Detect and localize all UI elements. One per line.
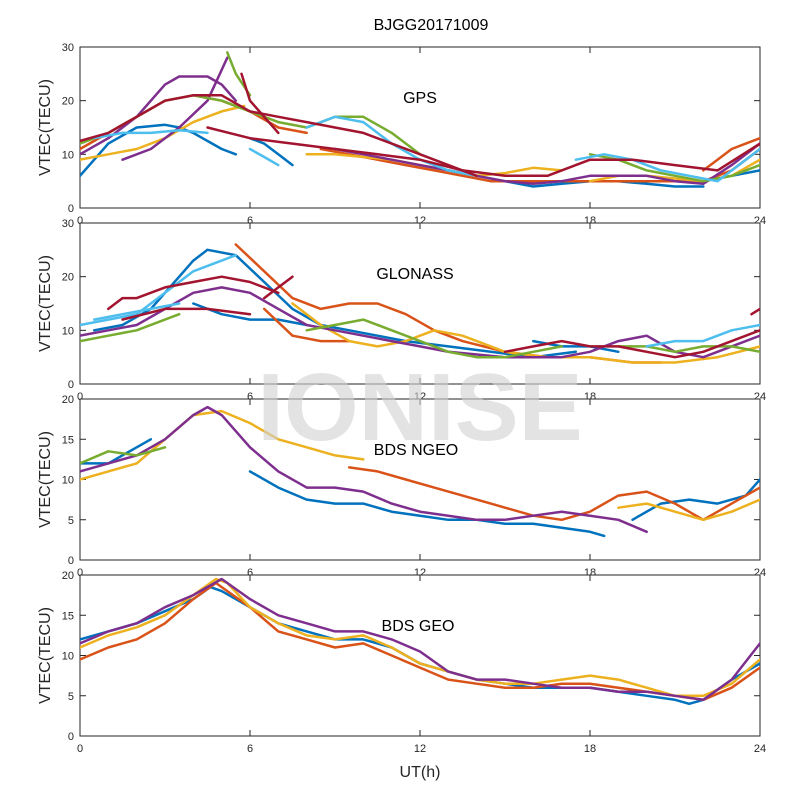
chart-1-ytick-label-1: 10 xyxy=(62,325,74,337)
chart-2-series-line-6 xyxy=(80,405,648,534)
chart-3-ytick-label-4: 20 xyxy=(62,570,74,582)
chart-0-ytick-label-1: 10 xyxy=(62,149,74,161)
chart-2-series-line-0 xyxy=(80,438,153,465)
chart-3-xtick-label-2: 12 xyxy=(414,743,426,755)
chart-0-series-line-19 xyxy=(248,147,280,167)
chart-2-series-line-3 xyxy=(347,466,760,522)
chart-0-series-line-12 xyxy=(333,142,760,186)
chart-1-ytick-label-0: 0 xyxy=(68,379,74,391)
chart-0-series-line-1 xyxy=(248,136,294,167)
chart-0-series-line-21 xyxy=(240,72,280,135)
chart-1-series-line-4 xyxy=(262,307,351,343)
panel-label-glonass: GLONASS xyxy=(376,266,453,283)
chart-0-series-group xyxy=(80,51,760,188)
chart-0-series-line-10 xyxy=(121,56,229,161)
chart-2-series-line-7 xyxy=(80,446,167,465)
chart-2-series-line-4 xyxy=(80,409,365,481)
chart-3-xtick-label-0: 0 xyxy=(77,743,83,755)
chart-1-xtick-label-0: 0 xyxy=(77,391,83,403)
chart-2-ytick-label-4: 20 xyxy=(62,394,74,406)
chart-1-ytick-label-2: 20 xyxy=(62,272,74,284)
chart-3-xtick-label-4: 24 xyxy=(754,743,766,755)
chart-1-series-line-13 xyxy=(107,275,280,311)
chart-0-ylabel: VTEC(TECU) xyxy=(37,79,54,176)
chart-3-ytick-label-2: 10 xyxy=(62,651,74,663)
chart-1-series-line-17 xyxy=(750,307,760,316)
chart-0-series-line-20 xyxy=(80,94,478,178)
chart-1-series-line-10 xyxy=(80,253,238,327)
chart-2-xtick-label-1: 6 xyxy=(247,567,253,579)
chart-0-series-line-22 xyxy=(206,126,760,178)
chart-3-xlabel: UT(h) xyxy=(400,764,441,781)
chart-3-series-group xyxy=(80,577,760,706)
watermark-text: IONISE xyxy=(257,354,582,461)
chart-0-series-line-6 xyxy=(702,136,760,172)
chart-0-xtick-label-0: 0 xyxy=(77,215,83,227)
chart-0-series-line-0 xyxy=(80,123,238,178)
panel-label-bds-ngeo: BDS NGEO xyxy=(374,442,458,459)
chart-1-series-line-7 xyxy=(80,312,181,343)
chart-3-ytick-label-3: 15 xyxy=(62,610,74,622)
panel-label-gps: GPS xyxy=(403,90,437,107)
chart-3-xtick-label-1: 6 xyxy=(247,743,253,755)
chart-1-series-line-6 xyxy=(80,286,760,359)
chart-0-series-line-16 xyxy=(92,128,209,140)
chart-1-series-line-15 xyxy=(262,275,294,300)
chart-1-ytick-label-3: 30 xyxy=(62,218,74,230)
chart-3-series-line-3 xyxy=(80,577,760,702)
chart-2-ylabel: VTEC(TECU) xyxy=(37,431,54,528)
chart-1-xtick-label-1: 6 xyxy=(247,391,253,403)
chart-3-ytick-label-1: 5 xyxy=(68,691,74,703)
chart-3-xtick-label-3: 18 xyxy=(584,743,596,755)
chart-2-plot-area xyxy=(79,398,761,561)
chart-0-series-line-18 xyxy=(574,147,760,183)
chart-0-ytick-label-0: 0 xyxy=(68,203,74,215)
chart-2-xtick-label-0: 0 xyxy=(77,567,83,579)
chart-1-series-line-12 xyxy=(645,323,760,348)
chart-0-ytick-label-2: 20 xyxy=(62,96,74,108)
chart-2-ytick-label-3: 15 xyxy=(62,434,74,446)
chart-1-series-group xyxy=(80,243,760,364)
chart-2-series-line-5 xyxy=(617,498,760,522)
chart-2-ytick-label-2: 10 xyxy=(62,475,74,487)
chart-2-ytick-label-0: 0 xyxy=(68,555,74,567)
chart-0-ytick-label-3: 30 xyxy=(62,42,74,54)
chart-2-series-group xyxy=(80,405,760,538)
chart-1-series-line-14 xyxy=(121,307,252,321)
chart-1-series-line-11 xyxy=(92,302,181,321)
figure-title: BJGG20171009 xyxy=(374,17,489,34)
chart-1-series-line-5 xyxy=(291,302,760,364)
chart-3-ytick-label-0: 0 xyxy=(68,731,74,743)
chart-1-ylabel: VTEC(TECU) xyxy=(37,255,54,352)
chart-2-ytick-label-1: 5 xyxy=(68,515,74,527)
chart-3-ylabel: VTEC(TECU) xyxy=(37,607,54,704)
chart-0-xtick-label-1: 6 xyxy=(247,215,253,227)
chart-3-plot-area xyxy=(79,574,761,737)
chart-1-series-line-8 xyxy=(305,318,563,359)
axes-bds-geo: 0 6 12 18 24 0 5 10 15 20 BDS GEO VTEC(TECU) UT(h) xyxy=(37,570,766,781)
chart-1-series-line-16 xyxy=(503,329,760,359)
chart-1-series-line-9 xyxy=(617,345,760,354)
panel-label-bds-geo: BDS GEO xyxy=(382,618,455,635)
chart-2-series-line-1 xyxy=(248,470,606,538)
